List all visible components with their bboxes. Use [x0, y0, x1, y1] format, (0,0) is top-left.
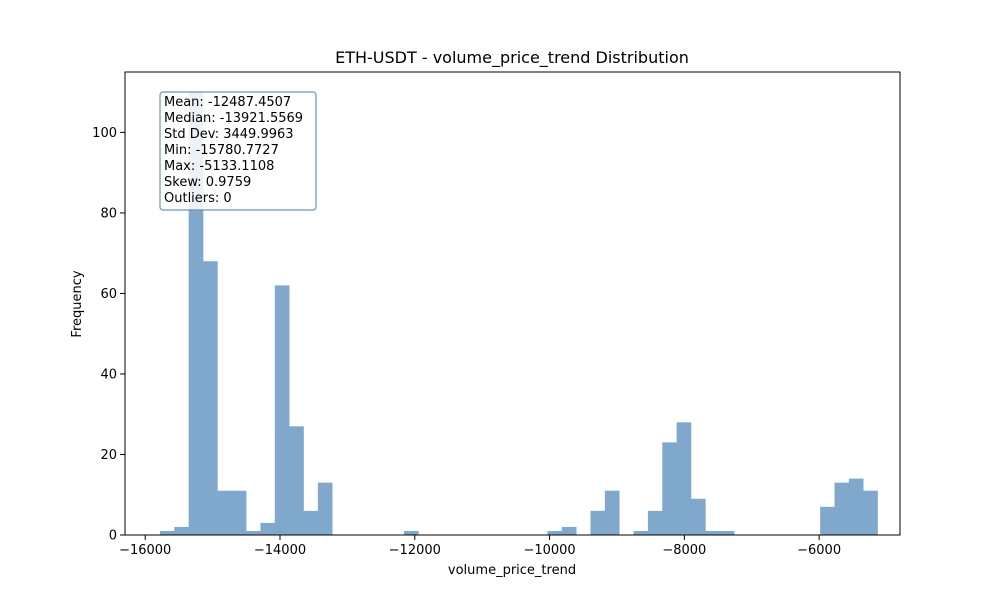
- histogram-bar: [820, 506, 835, 535]
- stats-box-frame: [159, 91, 317, 211]
- x-tick-label: −14000: [254, 543, 306, 558]
- x-tick-label: −6000: [797, 543, 841, 558]
- histogram-bar: [260, 522, 276, 535]
- histogram-bar: [246, 530, 261, 535]
- histogram-bar: [231, 490, 247, 535]
- histogram-bar: [203, 261, 218, 535]
- y-tick-label: 60: [100, 287, 117, 302]
- plot-frame: [124, 71, 901, 536]
- histogram-bar: [705, 530, 720, 535]
- y-axis-ticks: 0 20 40 60 80 100: [92, 126, 125, 544]
- stats-skew: Skew: 0.9759: [164, 175, 251, 190]
- stats-median: Median: -13921.5569: [164, 111, 303, 126]
- histogram-bar: [719, 530, 735, 535]
- histogram-bar: [274, 285, 290, 535]
- chart-title: ETH-USDT - volume_price_trend Distributi…: [335, 48, 689, 68]
- y-axis-title: Frequency: [70, 270, 85, 337]
- stats-min: Min: -15780.7727: [164, 143, 279, 158]
- histogram-bar: [159, 530, 175, 535]
- histogram-bar: [834, 482, 850, 535]
- histogram-bar: [289, 426, 304, 535]
- stats-std-dev: Std Dev: 3449.9963: [164, 127, 294, 142]
- x-tick-label: −8000: [662, 543, 706, 558]
- x-axis-ticks: −16000 −14000 −12000 −10000 −8000 −6000: [119, 535, 841, 558]
- histogram-bar: [848, 478, 864, 535]
- x-axis-title: volume_price_trend: [448, 563, 576, 578]
- y-tick-label: 100: [92, 126, 117, 141]
- histogram-bar: [403, 530, 419, 535]
- y-tick-label: 80: [100, 206, 117, 221]
- histogram-bar: [647, 510, 663, 535]
- histogram-bar: [174, 526, 189, 535]
- histogram-bar: [547, 530, 563, 535]
- stats-mean: Mean: -12487.4507: [164, 95, 291, 110]
- histogram-bar: [633, 530, 649, 535]
- stats-max: Max: -5133.1108: [164, 159, 274, 174]
- y-tick-label: 0: [109, 529, 117, 544]
- histogram-bar: [561, 526, 577, 535]
- histogram-bar: [590, 510, 606, 535]
- x-tick-label: −16000: [119, 543, 171, 558]
- histogram-bar: [676, 422, 692, 535]
- stats-outliers: Outliers: 0: [164, 191, 232, 206]
- histogram-bar: [317, 482, 333, 535]
- y-tick-label: 40: [100, 367, 117, 382]
- histogram-bar: [863, 490, 878, 535]
- histogram-bar: [217, 490, 233, 535]
- stats-box: Mean: -12487.4507 Median: -13921.5569 St…: [159, 91, 317, 211]
- x-tick-label: −12000: [389, 543, 441, 558]
- histogram-bar: [604, 490, 620, 535]
- histogram-bar: [662, 442, 677, 535]
- y-tick-label: 20: [100, 448, 117, 463]
- histogram-bar: [303, 510, 319, 535]
- histogram-bar: [690, 498, 706, 535]
- x-tick-label: −10000: [523, 543, 575, 558]
